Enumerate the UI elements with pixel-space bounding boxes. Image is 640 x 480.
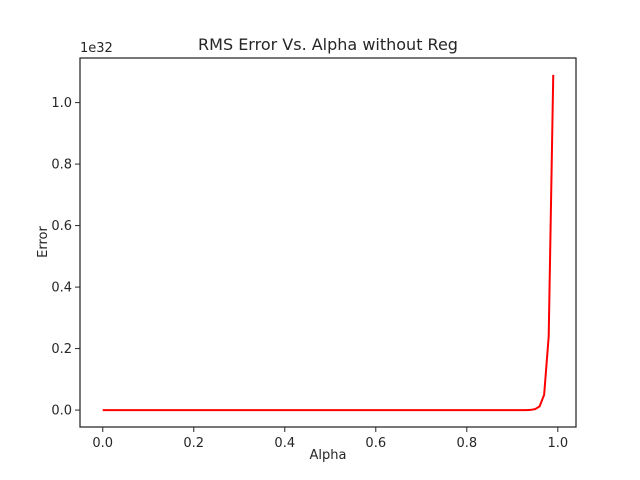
x-tick-label: 0.0	[92, 436, 113, 451]
x-tick-label: 0.4	[274, 436, 295, 451]
y-tick-label: 0.2	[51, 342, 72, 357]
series-layer	[102, 74, 555, 412]
x-tick-label: 1.0	[547, 436, 568, 451]
plot-area	[80, 58, 576, 427]
y-tick-label: 0.6	[51, 219, 72, 234]
plot-frame	[79, 57, 577, 428]
x-tick-label: 0.2	[183, 436, 204, 451]
y-tick-label: 1.0	[51, 96, 72, 111]
y-tick-label: 0.4	[51, 281, 72, 296]
x-tick-label: 0.6	[365, 436, 386, 451]
x-tick-label: 0.8	[456, 436, 477, 451]
y-tick-label: 0.8	[51, 158, 72, 173]
y-axis-offset-text: 1e32	[80, 41, 113, 56]
y-axis-ticks: 0.0 0.2 0.4 0.6 0.8 1.0	[51, 96, 80, 419]
x-axis-label: Alpha	[310, 448, 347, 463]
y-tick-label: 0.0	[51, 404, 72, 419]
chart-title: RMS Error Vs. Alpha without Reg	[198, 35, 458, 54]
x-axis-ticks: 0.0 0.2 0.4 0.6 0.8 1.0	[92, 427, 568, 451]
series-line	[102, 74, 555, 412]
y-axis-label: Error	[36, 226, 51, 258]
